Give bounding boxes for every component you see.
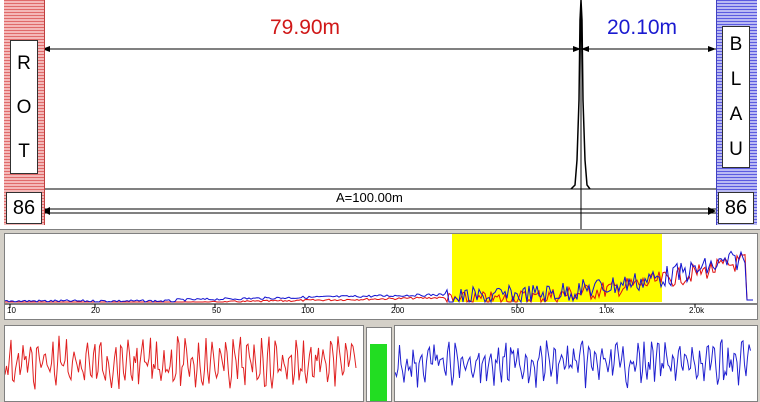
right-waveform-panel — [394, 325, 758, 402]
level-meter — [366, 327, 392, 402]
freq-tick-label: 10 — [7, 306, 16, 315]
right-letter: B — [729, 34, 743, 55]
distance-lines — [42, 0, 716, 229]
spectrum-panel[interactable]: 10 20 50 100 200 500 1.0k 2.0k — [4, 233, 758, 320]
freq-tick-label: 500 — [511, 306, 525, 315]
right-letter: L — [730, 69, 742, 90]
distance-panel: R O T B L A U 86 86 79.90m 20.10m A=100.… — [0, 0, 760, 230]
freq-tick-label: 20 — [91, 306, 100, 315]
right-spectrum-line — [5, 250, 753, 304]
right-waveform — [395, 339, 751, 389]
left-distance: 79.90m — [270, 16, 341, 39]
left-waveform-panel — [4, 325, 364, 402]
right-letter: U — [729, 139, 743, 160]
right-count: 86 — [718, 192, 754, 224]
level-meter-fill — [370, 344, 387, 401]
freq-tick-label: 2.0k — [689, 306, 705, 315]
freq-tick-label: 50 — [212, 306, 221, 315]
left-count: 86 — [6, 192, 42, 224]
freq-tick-label: 200 — [391, 306, 405, 315]
right-distance: 20.10m — [607, 16, 678, 39]
left-letter: R — [17, 52, 31, 74]
left-letter: T — [18, 140, 30, 162]
total-distance: A=100.00m — [336, 190, 403, 205]
left-letter: O — [16, 96, 32, 118]
right-letter: A — [729, 104, 743, 125]
correlation-peak — [570, 0, 591, 190]
left-channel-label: R O T — [10, 40, 38, 174]
freq-tick-label: 1.0k — [599, 306, 615, 315]
spectrum-plot — [5, 234, 757, 308]
left-waveform — [5, 335, 357, 390]
freq-tick-label: 100 — [301, 306, 315, 315]
right-channel-label: B L A U — [722, 26, 750, 168]
